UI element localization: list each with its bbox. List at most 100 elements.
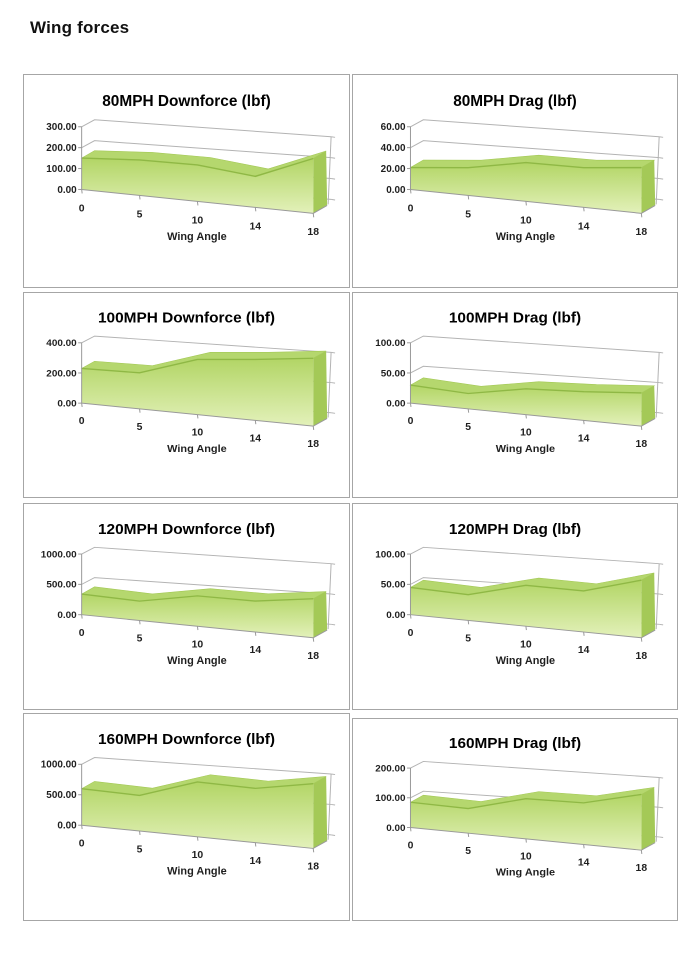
x-axis-title: Wing Angle bbox=[167, 866, 227, 878]
area-front-edge bbox=[410, 793, 642, 810]
chart-panel: 0.00 200.00 400.00 0 5 10 14 18 Wing Angle 100MPH… bbox=[23, 292, 350, 498]
gridline-overshoot bbox=[331, 351, 336, 354]
gridline-overshoot bbox=[331, 623, 336, 626]
area-series bbox=[410, 580, 642, 638]
gridline bbox=[81, 335, 332, 353]
y-axis-tick-label: 100.00 bbox=[375, 338, 406, 349]
x-axis-title: Wing Angle bbox=[167, 443, 227, 455]
x-axis-title: Wing Angle bbox=[496, 655, 555, 667]
x-axis-tick-label: 10 bbox=[192, 640, 204, 651]
area-chart-svg: 0.00 500.00 1000.00 0 5 10 14 18 Wing Angle 120MP… bbox=[41, 521, 336, 667]
y-axis-tick-label: 400.00 bbox=[46, 338, 77, 349]
x-axis-tick-label: 5 bbox=[137, 209, 143, 220]
area-chart-svg: 0.00 200.00 400.00 0 5 10 14 18 Wing Angle 100MPH… bbox=[46, 310, 336, 455]
x-axis-tick-label: 0 bbox=[408, 416, 414, 427]
gridline bbox=[410, 335, 660, 353]
area-series bbox=[81, 358, 314, 427]
gridline-overshoot bbox=[659, 178, 664, 180]
y-axis-tick-label: 40.00 bbox=[381, 143, 406, 154]
area-side-face bbox=[641, 160, 656, 214]
x-axis-tick-label: 5 bbox=[137, 634, 143, 645]
chart-title: 160MPH Drag (lbf) bbox=[449, 736, 581, 753]
gridline-overshoot bbox=[331, 136, 336, 138]
wall-right-edge bbox=[655, 136, 660, 205]
x-axis-tick-label: 14 bbox=[250, 434, 262, 445]
y-axis-tick-label: 500.00 bbox=[46, 790, 77, 801]
area-front-edge bbox=[81, 357, 314, 374]
y-axis-tick-label: 0.00 bbox=[386, 610, 406, 621]
y-axis-tick-label: 50.00 bbox=[381, 368, 406, 379]
x-axis-tick-label: 5 bbox=[465, 634, 471, 645]
wall-right-edge bbox=[655, 352, 660, 418]
area-side-face bbox=[313, 151, 328, 214]
x-axis-tick-label: 10 bbox=[192, 850, 204, 861]
x-axis-tick-label: 18 bbox=[636, 439, 648, 450]
gridline-overshoot bbox=[331, 178, 336, 180]
area-chart-svg: 0.00 500.00 1000.00 0 5 10 14 18 Wing Angle 160MP… bbox=[41, 731, 336, 878]
gridline-overshoot bbox=[659, 157, 664, 159]
y-axis-tick-label: 0.00 bbox=[386, 399, 406, 410]
area-side-face bbox=[641, 787, 656, 851]
x-axis-title: Wing Angle bbox=[167, 231, 227, 243]
x-axis-title: Wing Angle bbox=[167, 655, 227, 667]
gridline-overshoot bbox=[659, 777, 664, 779]
x-axis-tick-label: 10 bbox=[520, 428, 532, 439]
chart-title: 80MPH Drag (lbf) bbox=[453, 93, 577, 110]
y-axis-tick-label: 0.00 bbox=[57, 185, 77, 196]
page-title: Wing forces bbox=[30, 18, 130, 37]
gridline-overshoot bbox=[331, 803, 336, 806]
area-side-face bbox=[313, 351, 328, 427]
x-axis-title: Wing Angle bbox=[496, 443, 555, 455]
wall-right-edge bbox=[655, 777, 660, 842]
y-axis-tick-label: 100.00 bbox=[375, 550, 406, 561]
x-axis-tick-label: 18 bbox=[307, 227, 319, 238]
gridline-overshoot bbox=[659, 382, 664, 384]
area-chart-svg: 0.00 20.00 40.00 60.00 0 5 10 14 18 Wing Angle 80M… bbox=[381, 93, 664, 243]
area-side-face bbox=[313, 591, 328, 638]
x-axis-tick-label: 0 bbox=[79, 839, 85, 850]
area-chart-svg: 0.00 50.00 100.00 0 5 10 14 18 Wing Angle 100MPH … bbox=[375, 310, 664, 455]
chart-panel: 0.00 20.00 40.00 60.00 0 5 10 14 18 Wing Angle 80M… bbox=[352, 74, 678, 288]
y-axis-tick-label: 60.00 bbox=[381, 122, 406, 133]
x-axis-tick-label: 10 bbox=[520, 852, 532, 863]
gridline-overshoot bbox=[331, 593, 336, 596]
x-axis-tick-label: 18 bbox=[636, 227, 648, 238]
area-front-edge bbox=[81, 157, 314, 178]
gridline-overshoot bbox=[331, 382, 336, 384]
area-front-edge bbox=[410, 384, 642, 395]
y-axis-tick-label: 0.00 bbox=[57, 821, 77, 832]
gridline-overshoot bbox=[331, 563, 336, 565]
area-side-face bbox=[641, 385, 656, 427]
y-axis-tick-label: 1000.00 bbox=[41, 550, 77, 561]
x-axis-tick-label: 10 bbox=[192, 428, 204, 439]
chart-panel: 0.00 100.00 200.00 0 5 10 14 18 Wing Angle 160MPH… bbox=[352, 718, 678, 921]
wall-right-edge bbox=[327, 773, 332, 840]
chart-title: 120MPH Drag (lbf) bbox=[449, 521, 581, 538]
x-axis-tick-label: 18 bbox=[307, 651, 319, 662]
gridline-overshoot bbox=[331, 157, 336, 159]
area-series bbox=[410, 162, 642, 214]
gridline-overshoot bbox=[331, 773, 336, 776]
wall-right-edge bbox=[327, 563, 332, 630]
wall-right-edge bbox=[655, 563, 660, 630]
y-axis-tick-label: 0.00 bbox=[57, 610, 77, 621]
chart-panel: 0.00 50.00 100.00 0 5 10 14 18 Wing Angle 100MPH … bbox=[352, 292, 678, 498]
wall-right-edge bbox=[327, 352, 332, 418]
gridline-overshoot bbox=[659, 351, 664, 354]
wall-right-edge bbox=[327, 136, 332, 205]
chart-panel: 0.00 100.00 200.00 300.00 0 5 10 14 18 Wing Angle… bbox=[23, 74, 350, 288]
chart-title: 120MPH Downforce (lbf) bbox=[98, 521, 275, 538]
gridline bbox=[81, 577, 332, 595]
y-axis-tick-label: 20.00 bbox=[381, 164, 406, 175]
x-axis-tick-label: 0 bbox=[79, 628, 85, 639]
gridline bbox=[81, 140, 332, 159]
x-axis-tick-label: 0 bbox=[408, 203, 414, 214]
gridline-overshoot bbox=[331, 198, 336, 201]
chart-panel: 0.00 500.00 1000.00 0 5 10 14 18 Wing Angle 120MP… bbox=[23, 503, 350, 710]
x-axis-line bbox=[410, 827, 656, 851]
y-axis-tick-label: 200.00 bbox=[375, 764, 405, 775]
gridline-overshoot bbox=[659, 623, 664, 626]
gridline-overshoot bbox=[331, 412, 336, 414]
gridline-overshoot bbox=[659, 806, 664, 809]
area-front-edge bbox=[410, 161, 642, 169]
